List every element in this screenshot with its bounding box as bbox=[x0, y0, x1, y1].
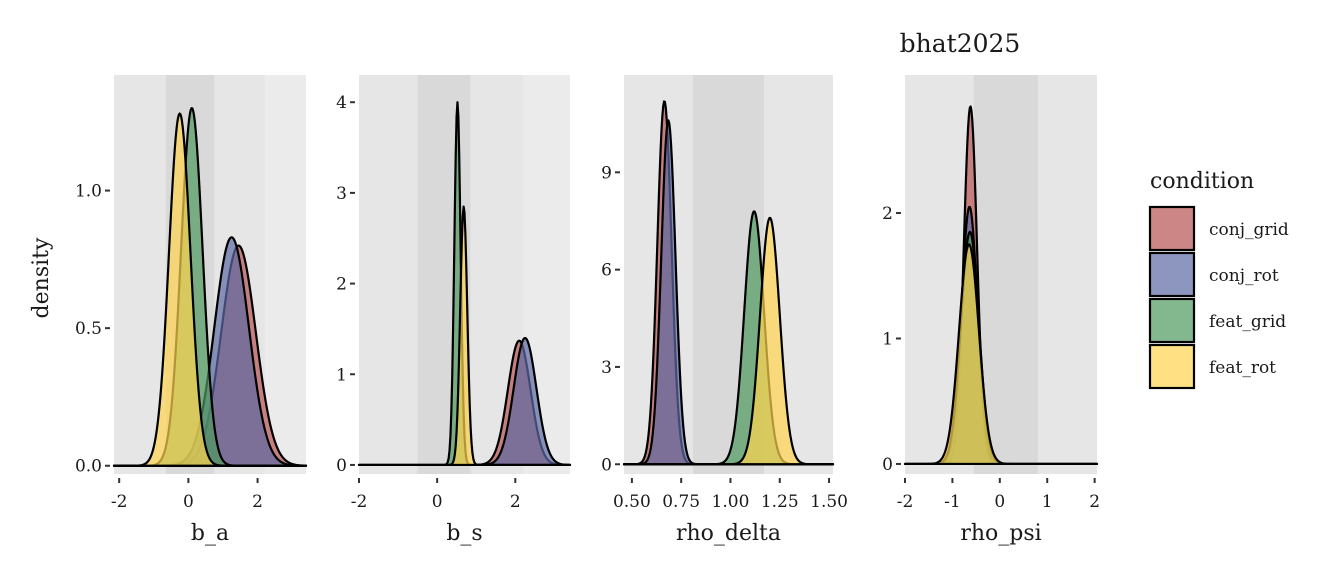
y-tick-label: 1 bbox=[882, 329, 893, 349]
y-tick-label: 9 bbox=[601, 163, 612, 183]
legend-label-conj_rot: conj_rot bbox=[1209, 266, 1279, 286]
panel-rho_delta: 0 3 6 9 0.50 0.75 1.00 1.25 1.50 rho_delta bbox=[601, 75, 848, 546]
panel-rho_psi: 0 1 2 -2 -1 0 1 2 rho_psi bbox=[882, 75, 1100, 546]
y-tick-label: 0 bbox=[336, 456, 347, 476]
y-tick-label: 1.0 bbox=[75, 182, 102, 202]
x-tick-label: 2 bbox=[1089, 492, 1100, 512]
y-tick-label: 3 bbox=[601, 358, 612, 378]
y-tick-label: 1 bbox=[336, 365, 347, 385]
panel-b_a: 0.0 0.5 1.0 -2 0 2 b_a bbox=[75, 75, 308, 546]
legend-key-feat_grid bbox=[1148, 297, 1196, 344]
legend-key-conj_grid bbox=[1148, 205, 1196, 252]
y-tick-label: 2 bbox=[336, 275, 347, 295]
y-tick-label: 0 bbox=[601, 455, 612, 475]
x-tick-label: 0.50 bbox=[613, 492, 651, 512]
density-feat_rot-b_a bbox=[112, 112, 308, 467]
x-tick-label: 0 bbox=[432, 492, 443, 512]
x-tick-label: -2 bbox=[351, 492, 368, 512]
y-tick-label: 4 bbox=[336, 93, 347, 113]
x-tick-label: 1.50 bbox=[810, 492, 848, 512]
legend: condition conj_grid conj_rot feat_gridfeat… bbox=[1148, 169, 1289, 390]
legend-key-feat_rot bbox=[1148, 343, 1196, 390]
y-tick-label: 0.0 bbox=[75, 457, 102, 477]
y-tick-label: 3 bbox=[336, 184, 347, 204]
figure-title: bhat2025 bbox=[900, 29, 1021, 58]
x-axis-title: b_a bbox=[191, 521, 229, 546]
density-feat_rot-rho_psi bbox=[903, 243, 1099, 466]
density-feat_rot-b_s bbox=[357, 205, 572, 467]
density-feat_rot-rho_delta bbox=[622, 216, 835, 466]
x-tick-label: 1.00 bbox=[712, 492, 750, 512]
y-tick-label: 0 bbox=[882, 455, 893, 475]
x-tick-label: 0 bbox=[994, 492, 1005, 512]
legend-label-conj_grid: conj_grid bbox=[1209, 220, 1289, 240]
x-tick-label: 1 bbox=[1042, 492, 1053, 512]
x-tick-label: -2 bbox=[897, 492, 914, 512]
x-tick-label: 2 bbox=[252, 492, 263, 512]
x-axis-title: rho_psi bbox=[960, 521, 1041, 546]
x-tick-label: 2 bbox=[510, 492, 521, 512]
legend-label-feat_rot: feat_rot bbox=[1209, 358, 1276, 378]
legend-title: condition bbox=[1150, 169, 1254, 194]
y-axis-title: density bbox=[29, 237, 54, 318]
x-tick-label: 1.25 bbox=[761, 492, 799, 512]
y-tick-label: 2 bbox=[882, 204, 893, 224]
x-tick-label: -1 bbox=[944, 492, 961, 512]
x-axis-title: b_s bbox=[446, 521, 482, 546]
y-tick-label: 6 bbox=[601, 261, 612, 281]
x-tick-label: -2 bbox=[111, 492, 128, 512]
y-tick-label: 0.5 bbox=[75, 319, 102, 339]
legend-key-conj_rot bbox=[1148, 251, 1196, 298]
x-axis-title: rho_delta bbox=[676, 521, 781, 546]
x-tick-label: 0 bbox=[183, 492, 194, 512]
x-tick-label: 0.75 bbox=[662, 492, 700, 512]
legend-label-feat_grid: feat_grid bbox=[1209, 312, 1286, 332]
